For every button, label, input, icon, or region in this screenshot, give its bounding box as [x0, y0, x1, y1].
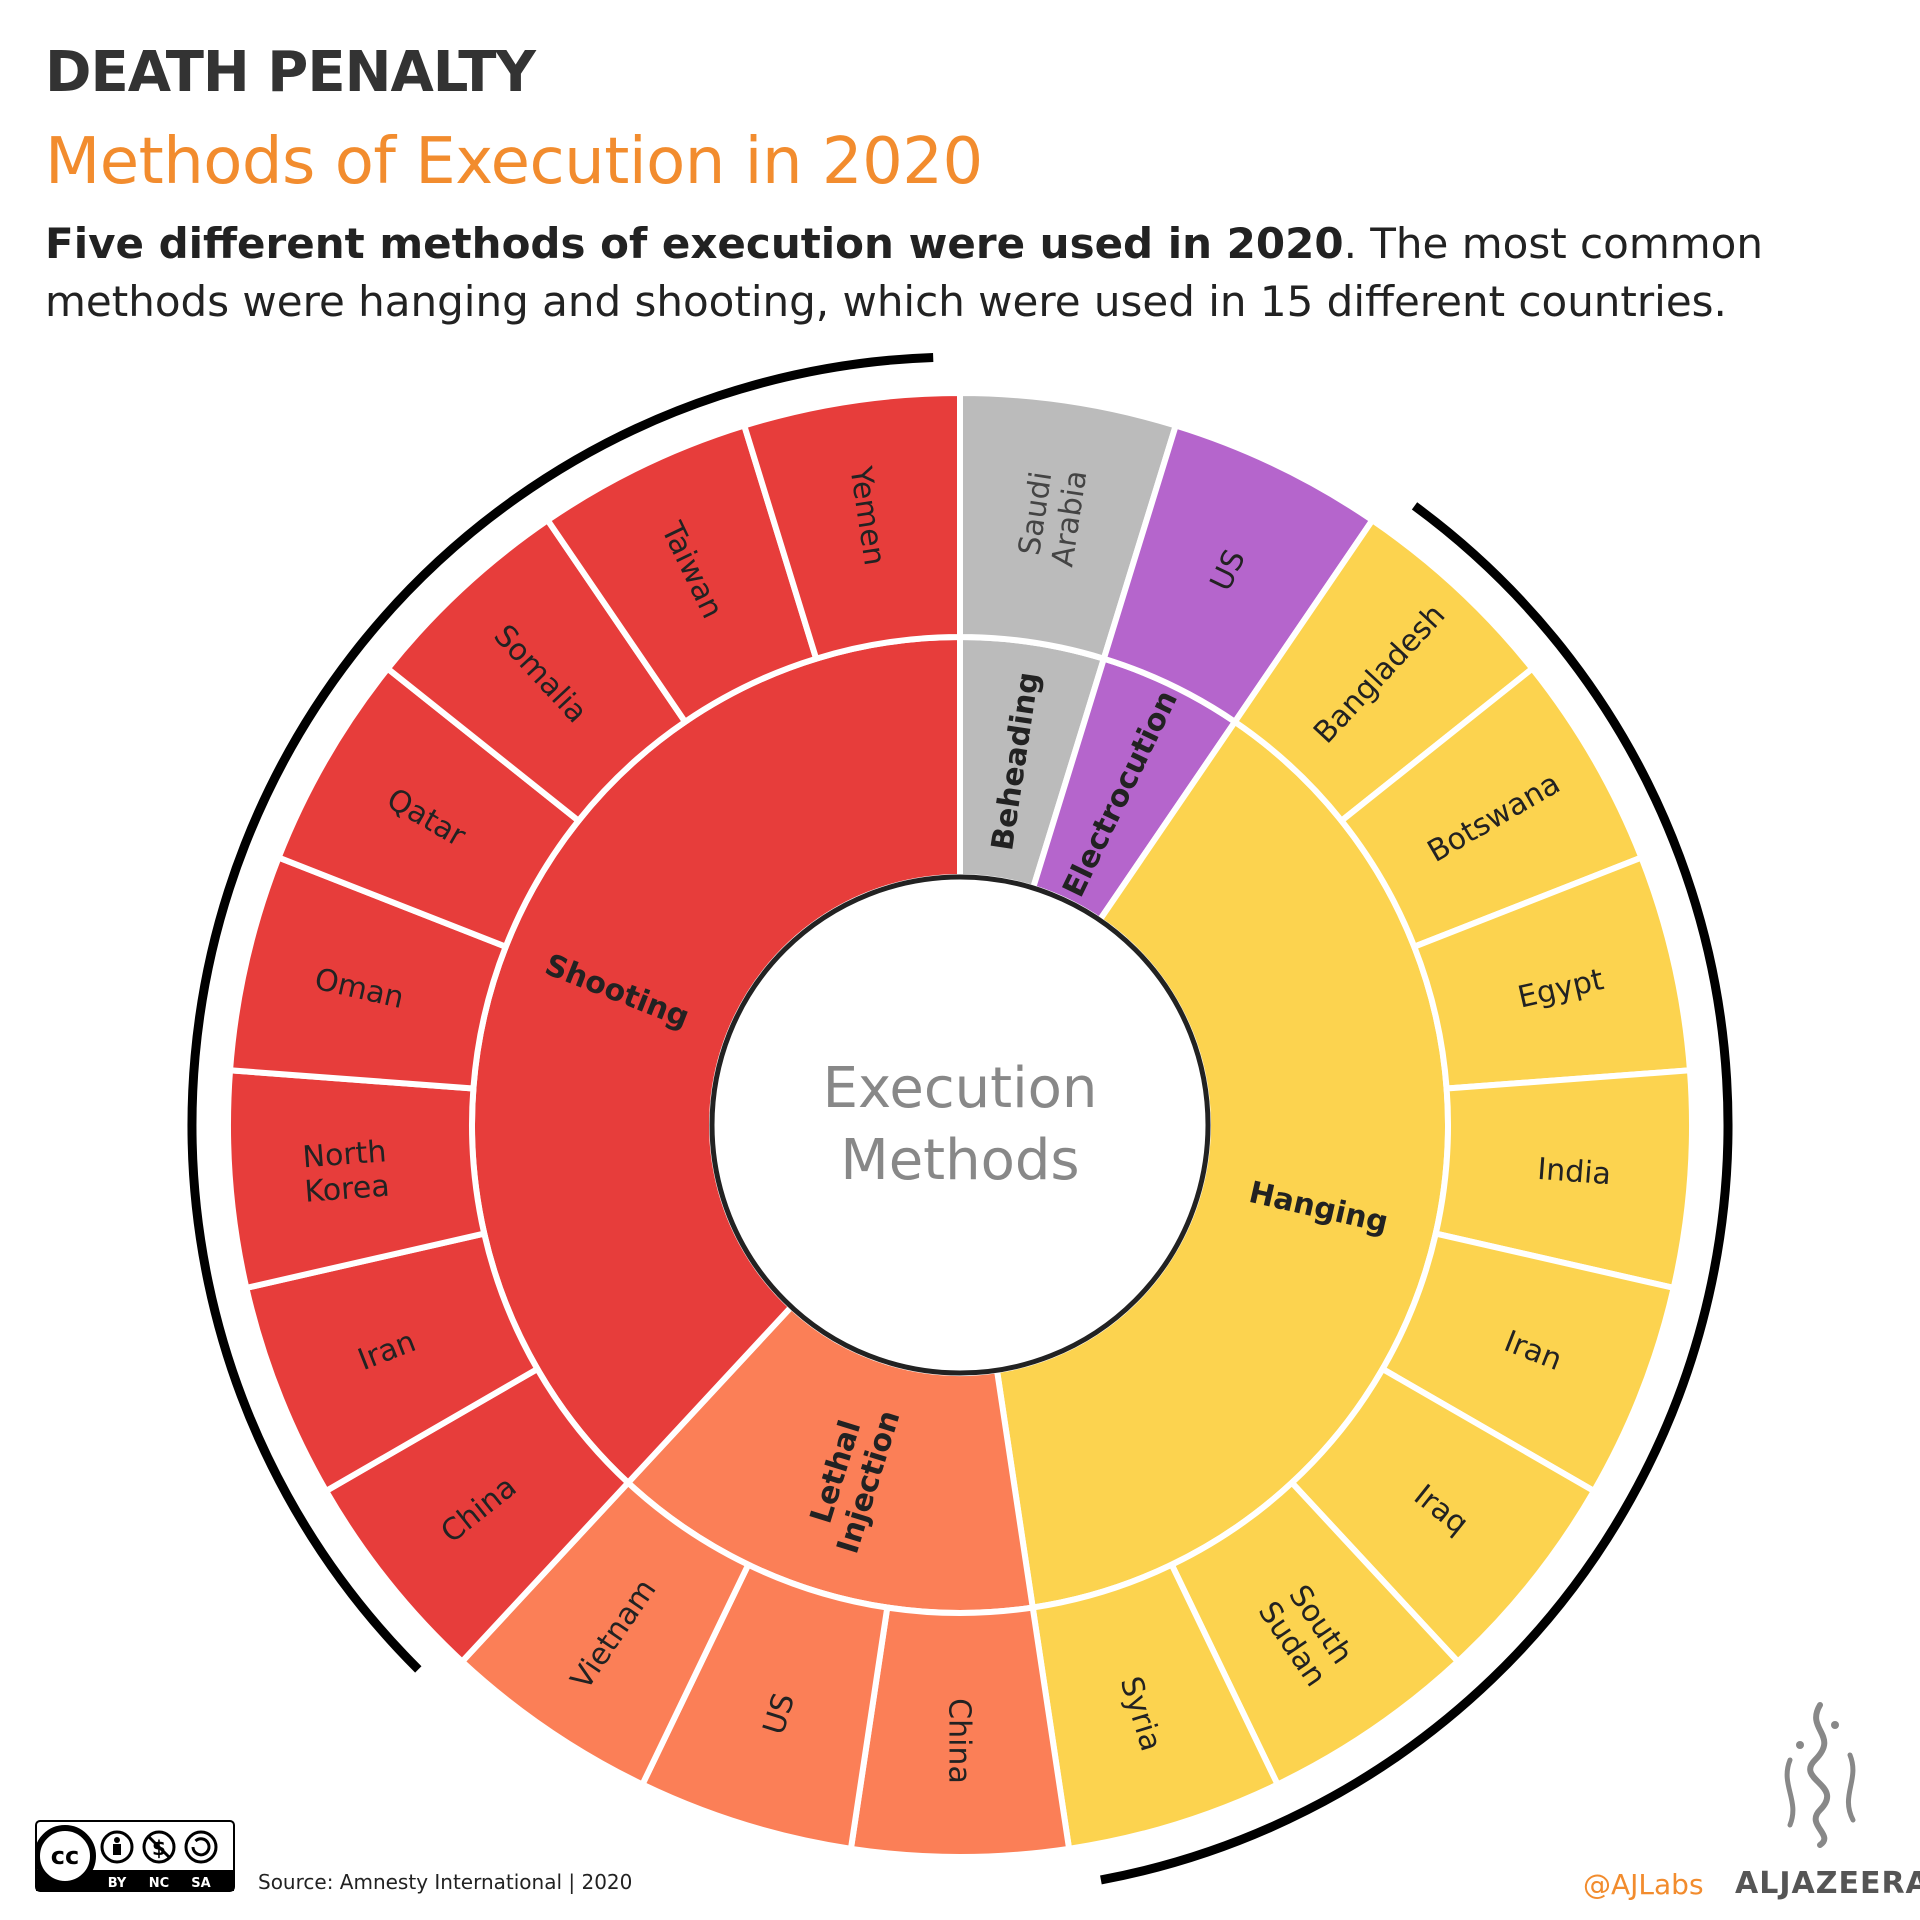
- country-label-north-korea: NorthKorea: [301, 1134, 391, 1210]
- svg-text:cc: cc: [51, 1842, 79, 1870]
- country-label-india: India: [1536, 1152, 1612, 1192]
- aljazeera-wordmark: ALJAZEERA: [1735, 1866, 1920, 1901]
- method-hanging: [993, 516, 1695, 1853]
- cc-icon: [35, 1825, 96, 1887]
- method-lethal-injection: [457, 1302, 1073, 1860]
- country-label-saudi-arabia: SaudiArabia: [1011, 463, 1094, 569]
- group-bracket-hanging: [1100, 502, 1733, 1885]
- subtitle-rest: . The most common methods were hanging a…: [45, 219, 1763, 326]
- kicker-title: DEATH PENALTY: [45, 40, 536, 105]
- cc-sa-label: SA: [191, 1876, 210, 1891]
- source-note: Source: Amnesty International | 2020: [258, 1870, 633, 1894]
- sharealike-icon: [184, 1830, 218, 1864]
- cc-nc-label: NC: [149, 1876, 169, 1891]
- center-label: Execution Methods: [823, 1056, 1098, 1193]
- creative-commons-badge: cc $ BY NC SA: [35, 1820, 235, 1892]
- method-shooting: [225, 389, 963, 1666]
- chart-title: Methods of Execution in 2020: [45, 125, 983, 199]
- aljazeera-logo-icon: [1784, 1702, 1856, 1848]
- ajlabs-handle: @AJLabs: [1583, 1868, 1704, 1901]
- cc-by-label: BY: [108, 1876, 127, 1891]
- subtitle-bold: Five different methods of execution were…: [45, 219, 1344, 268]
- group-bracket-shooting: [187, 352, 934, 1673]
- center-circle: [709, 874, 1211, 1376]
- country-label-china: China: [942, 1698, 977, 1784]
- chart-subtitle: Five different methods of execution were…: [45, 215, 1885, 331]
- outer-slice-yemen: [740, 389, 963, 663]
